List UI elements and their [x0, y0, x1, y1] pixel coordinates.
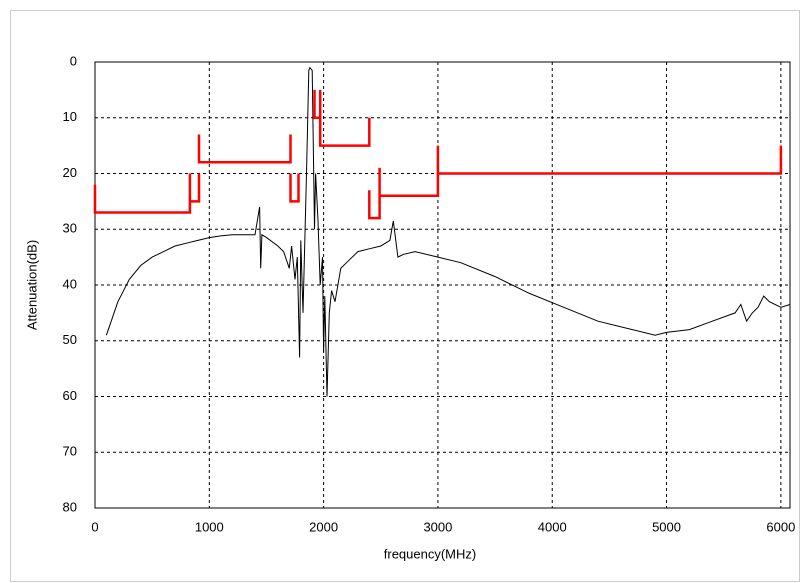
y-tick-label: 40: [63, 276, 77, 291]
x-tick-label: 0: [91, 519, 98, 534]
x-tick-label: 3000: [423, 519, 452, 534]
y-tick-label: 0: [70, 53, 77, 68]
y-tick-label: 50: [63, 332, 77, 347]
y-tick-label: 20: [63, 165, 77, 180]
y-tick-label: 10: [63, 109, 77, 124]
y-tick-label: 70: [63, 444, 77, 459]
x-tick-label: 4000: [538, 519, 567, 534]
x-tick-label: 1000: [195, 519, 224, 534]
x-tick-label: 5000: [652, 519, 681, 534]
x-tick-label: 2000: [309, 519, 338, 534]
y-tick-label: 30: [63, 221, 77, 236]
plot-border: [94, 61, 791, 509]
x-tick-label: 6000: [766, 519, 795, 534]
y-axis-label: Attenuation(dB): [24, 240, 39, 330]
x-axis-label: frequency(MHz): [384, 546, 476, 561]
series-line: [93, 89, 783, 220]
y-tick-label: 60: [63, 388, 77, 403]
y-tick-label: 80: [63, 499, 77, 514]
series-line: [105, 66, 791, 397]
